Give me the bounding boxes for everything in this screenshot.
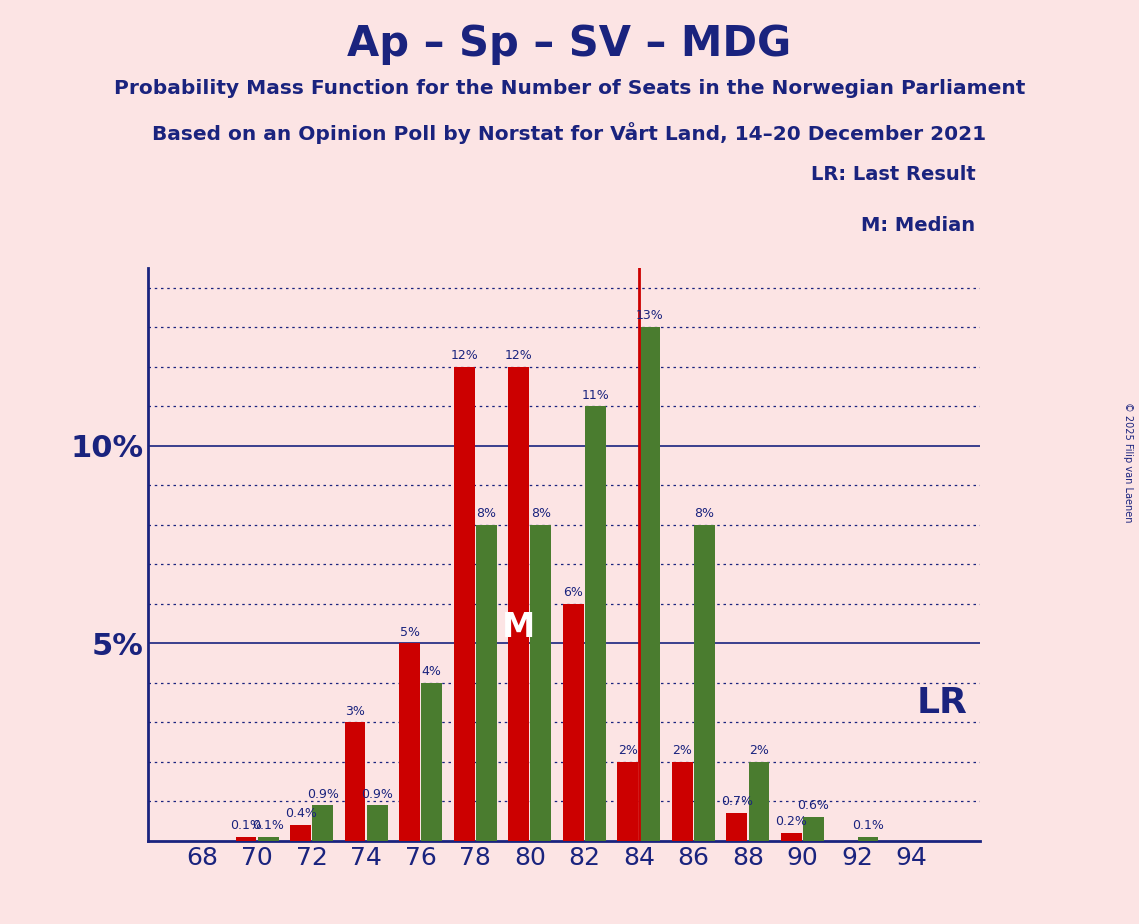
Bar <box>345 723 366 841</box>
Text: 6%: 6% <box>564 586 583 599</box>
Bar <box>563 603 583 841</box>
Text: 4%: 4% <box>421 665 442 678</box>
Bar <box>803 817 823 841</box>
Text: LR: Last Result: LR: Last Result <box>811 164 975 184</box>
Text: Based on an Opinion Poll by Norstat for Vårt Land, 14–20 December 2021: Based on an Opinion Poll by Norstat for … <box>153 122 986 144</box>
Bar <box>290 825 311 841</box>
Text: 11%: 11% <box>581 388 609 402</box>
Text: 0.7%: 0.7% <box>721 796 753 808</box>
Text: 0.6%: 0.6% <box>797 799 829 812</box>
Text: 2%: 2% <box>749 744 769 757</box>
Text: M: M <box>502 611 535 644</box>
Text: 13%: 13% <box>636 310 664 322</box>
Bar <box>476 525 497 841</box>
Bar <box>672 761 693 841</box>
Text: 0.9%: 0.9% <box>361 787 393 800</box>
Bar <box>858 837 878 841</box>
Bar <box>781 833 802 841</box>
Bar <box>400 643 420 841</box>
Text: © 2025 Filip van Laenen: © 2025 Filip van Laenen <box>1123 402 1133 522</box>
Text: 0.1%: 0.1% <box>852 820 884 833</box>
Text: Probability Mass Function for the Number of Seats in the Norwegian Parliament: Probability Mass Function for the Number… <box>114 79 1025 98</box>
Text: 0.2%: 0.2% <box>776 815 808 828</box>
Bar <box>694 525 714 841</box>
Text: 0.9%: 0.9% <box>306 787 338 800</box>
Text: 0.1%: 0.1% <box>230 820 262 833</box>
Text: Ap – Sp – SV – MDG: Ap – Sp – SV – MDG <box>347 23 792 65</box>
Bar <box>312 806 333 841</box>
Bar <box>236 837 256 841</box>
Text: 12%: 12% <box>450 349 478 362</box>
Bar <box>727 813 747 841</box>
Text: 2%: 2% <box>617 744 638 757</box>
Text: 0.1%: 0.1% <box>252 820 284 833</box>
Text: LR: LR <box>916 687 967 721</box>
Text: 2%: 2% <box>672 744 693 757</box>
Bar <box>421 683 442 841</box>
Bar <box>748 761 769 841</box>
Bar <box>639 327 661 841</box>
Text: 12%: 12% <box>505 349 533 362</box>
Bar <box>531 525 551 841</box>
Bar <box>585 407 606 841</box>
Text: 8%: 8% <box>531 507 551 520</box>
Text: 8%: 8% <box>476 507 497 520</box>
Text: 0.4%: 0.4% <box>285 808 317 821</box>
Text: 3%: 3% <box>345 705 366 718</box>
Text: M: Median: M: Median <box>861 216 975 236</box>
Bar <box>367 806 387 841</box>
Bar <box>617 761 638 841</box>
Bar <box>508 367 528 841</box>
Bar <box>257 837 279 841</box>
Text: 5%: 5% <box>400 626 419 638</box>
Bar <box>453 367 475 841</box>
Text: 8%: 8% <box>695 507 714 520</box>
